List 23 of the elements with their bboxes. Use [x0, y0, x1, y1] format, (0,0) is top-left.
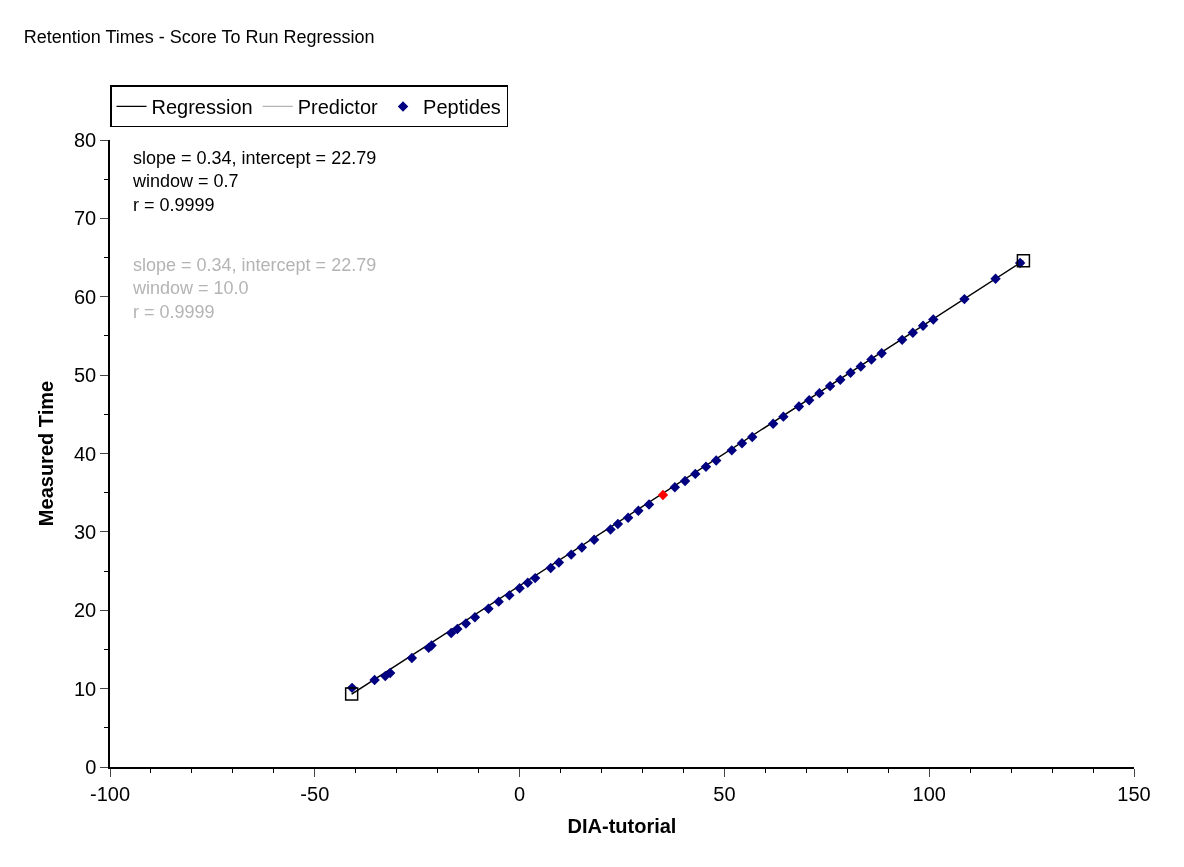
y-tick-label: 50 — [74, 364, 97, 387]
x-tick-label: 150 — [1117, 782, 1151, 805]
x-tick-label: -100 — [89, 782, 131, 805]
x-tick-label: 50 — [713, 782, 736, 805]
x-axis-title: DIA-tutorial — [567, 814, 677, 837]
x-tick-label: 100 — [912, 782, 946, 805]
y-tick-label: 70 — [74, 207, 97, 230]
legend-label: Regression — [151, 96, 253, 119]
annotation: slope = 0.34, intercept = 22.79 window = 0.7 r = 0.9999 — [132, 148, 377, 215]
x-tick-label: -50 — [300, 782, 330, 805]
y-axis-title: Measured Time — [35, 380, 57, 527]
legend-label: Predictor — [297, 96, 379, 119]
y-tick-label: 30 — [74, 520, 97, 543]
y-tick-label: 60 — [74, 285, 97, 308]
x-tick-label: 0 — [514, 782, 526, 805]
annotation: slope = 0.34, intercept = 22.79 window = 10.0 r = 0.9999 — [132, 255, 377, 322]
y-tick-label: 20 — [74, 599, 97, 622]
chart-title: Retention Times - Score To Run Regression — [23, 26, 375, 47]
y-tick-label: 0 — [85, 756, 97, 778]
y-tick-label: 10 — [74, 677, 97, 700]
legend-label: Peptides — [423, 96, 501, 119]
y-tick-label: 40 — [74, 442, 97, 465]
y-tick-label: 80 — [74, 129, 97, 151]
